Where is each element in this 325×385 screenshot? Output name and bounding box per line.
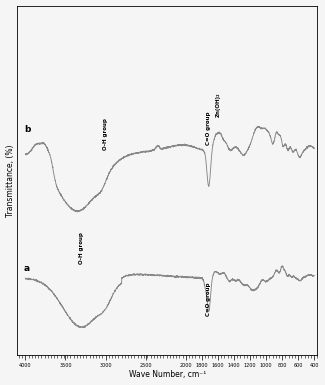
Y-axis label: Transmittance, (%): Transmittance, (%) <box>6 144 15 216</box>
Text: O-H group: O-H group <box>103 118 108 150</box>
Text: O-H group: O-H group <box>79 232 84 264</box>
Text: C=O group: C=O group <box>206 283 211 316</box>
Text: b: b <box>24 124 30 134</box>
Text: a: a <box>24 264 30 273</box>
Text: C=O group: C=O group <box>206 112 211 146</box>
X-axis label: Wave Number, cm⁻¹: Wave Number, cm⁻¹ <box>129 370 206 380</box>
Text: Zn(OH)₂: Zn(OH)₂ <box>216 93 221 117</box>
